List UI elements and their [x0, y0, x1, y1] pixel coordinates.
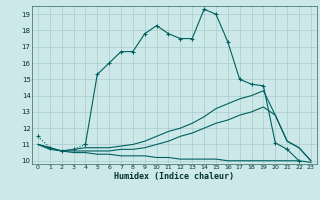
- X-axis label: Humidex (Indice chaleur): Humidex (Indice chaleur): [115, 172, 234, 181]
